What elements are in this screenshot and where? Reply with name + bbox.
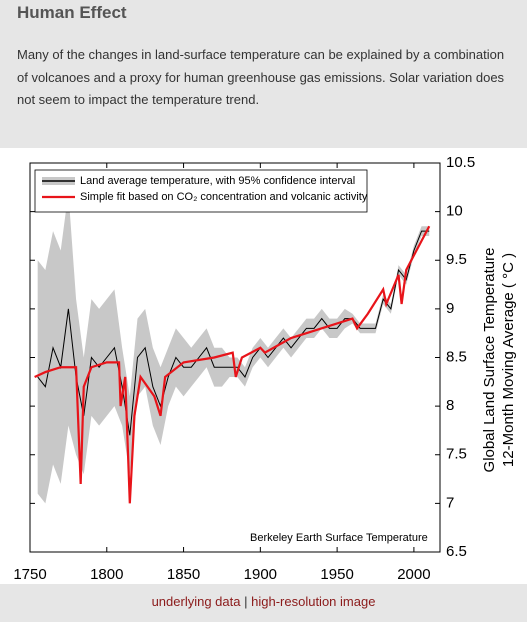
confidence-band [37, 192, 430, 504]
y-tick-label: 10 [446, 203, 463, 220]
x-tick-label: 1950 [320, 566, 353, 583]
series-line [34, 225, 431, 504]
annotation: Berkeley Earth Surface Temperature [250, 532, 428, 544]
link[interactable]: underlying data [151, 594, 241, 609]
y-tick-label: 7.5 [446, 446, 467, 463]
y-tick-label: 6.5 [446, 543, 467, 560]
x-tick-label: 1750 [13, 566, 46, 583]
chart: 6.5 7 7.5 8 8.5 9 9.5 10 10.5 1750 1800 1850 1900 195… [0, 148, 527, 584]
legend-label: Simple fit based on CO₂ concentration an… [80, 191, 368, 203]
y-tick-label: 9 [446, 300, 454, 317]
description: Many of the changes in land-surface temp… [17, 47, 505, 107]
plot [34, 192, 431, 504]
section-title: Human Effect [17, 3, 127, 22]
y-tick-label: 8.5 [446, 348, 467, 365]
y-axis-label: 12-Month Moving Average ( °C ) [500, 253, 517, 467]
x-tick-label: 2000 [397, 566, 430, 583]
link-bar: underlying data | high-resolution image [0, 594, 527, 609]
y-tick-label: 7 [446, 494, 454, 511]
separator: | [244, 594, 248, 609]
x-tick-label: 1800 [90, 566, 123, 583]
x-tick-label: 1900 [244, 566, 277, 583]
legend-label: Land average temperature, with 95% confi… [80, 175, 355, 187]
y-tick-label: 8 [446, 397, 454, 414]
y-axis-label: Global Land Surface Temperature [481, 248, 498, 473]
x-tick-label: 1850 [167, 566, 200, 583]
legend-box [34, 169, 368, 213]
y-tick-label: 9.5 [446, 251, 467, 268]
link[interactable]: high-resolution image [251, 594, 376, 609]
y-tick-label: 10.5 [446, 154, 475, 171]
